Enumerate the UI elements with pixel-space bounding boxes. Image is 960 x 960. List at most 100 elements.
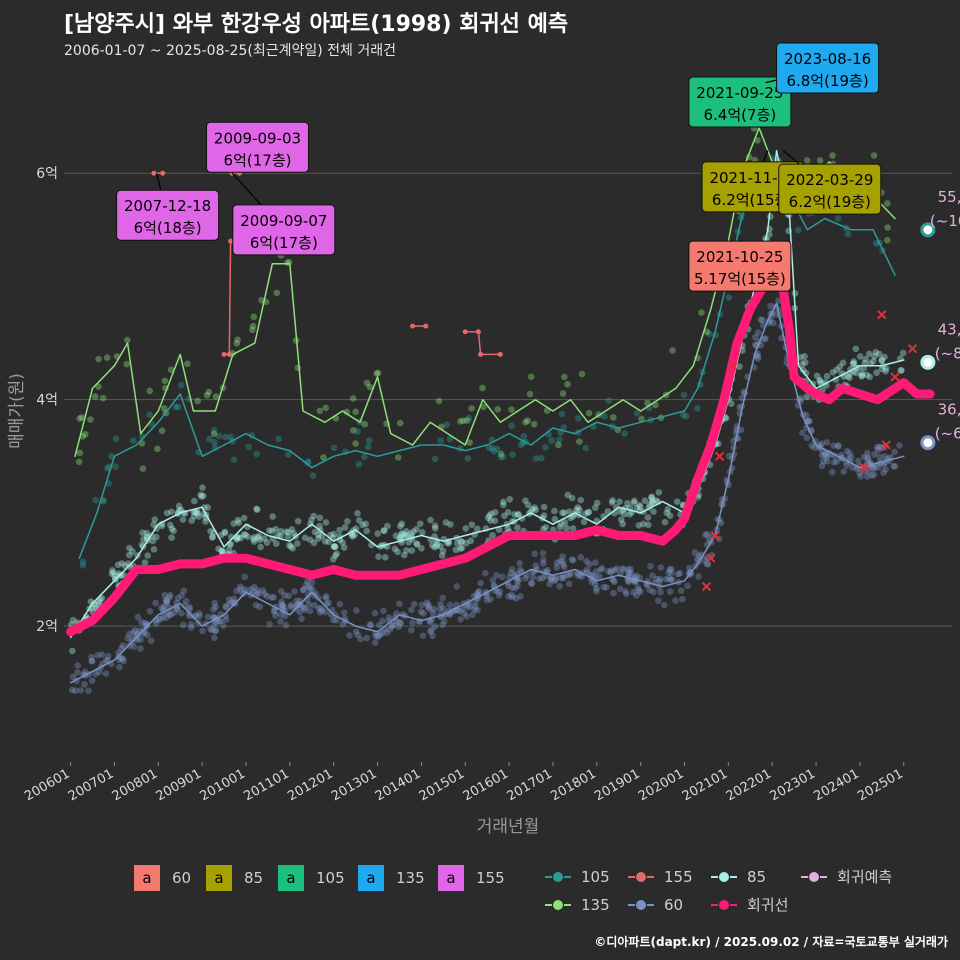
scatter-point-135	[249, 326, 256, 334]
scatter-point-85	[349, 531, 356, 539]
scatter-point-60	[315, 605, 322, 612]
scatter-point-85	[325, 538, 333, 546]
scatter-point-60	[610, 578, 618, 586]
scatter-point-60	[475, 588, 483, 595]
scatter-point-60	[295, 601, 302, 608]
scatter-point-60	[854, 457, 862, 465]
scatter-point-85	[301, 534, 309, 542]
scatter-point-85	[195, 513, 203, 520]
scatter-point-60	[656, 578, 663, 585]
x-tick-label: 201201	[285, 766, 335, 804]
scatter-point-60	[477, 579, 484, 587]
scatter-point-60	[282, 621, 290, 629]
scatter-point-60	[588, 578, 596, 585]
scatter-point-85	[381, 553, 389, 561]
scatter-point-60	[881, 453, 889, 460]
scatter-point-60	[685, 564, 693, 572]
forecast-layer: 55,000 (~105㎡) 43,290 (~85㎡) 36,225 (~60㎡)	[920, 188, 960, 451]
scatter-point-60	[241, 573, 248, 581]
scatter-point-85	[487, 517, 494, 524]
annotation-price: 5.17억(15층)	[694, 270, 786, 288]
scatter-point-85	[284, 533, 292, 541]
scatter-point-85	[398, 520, 406, 528]
scatter-point-60	[560, 574, 567, 582]
scatter-point-60	[222, 604, 230, 611]
scatter-point-85	[359, 521, 366, 529]
scatter-point-105	[679, 411, 687, 419]
scatter-point-85	[640, 520, 647, 528]
scatter-point-60	[610, 589, 617, 597]
scatter-point-85	[218, 547, 226, 555]
scatter-point-85	[285, 528, 292, 536]
scatter-point-60	[505, 593, 512, 600]
scatter-point-60	[868, 472, 875, 479]
scatter-point-85	[559, 509, 566, 517]
scatter-point-60	[410, 600, 418, 608]
scatter-point-60	[483, 596, 491, 604]
scatter-point-60	[418, 601, 426, 609]
scatter-point-85	[190, 508, 198, 516]
x-tick-label: 201801	[548, 766, 598, 804]
legend-line-label: 155	[664, 868, 693, 886]
legend-line-label: 회귀예측	[837, 868, 892, 886]
scatter-point-85	[194, 509, 201, 517]
scatter-point-60	[259, 587, 267, 594]
scatter-point-60	[512, 584, 519, 592]
scatter-point-60	[560, 561, 567, 568]
legend-area-key	[278, 865, 304, 891]
scatter-point-60	[647, 562, 654, 570]
scatter-point-85	[108, 570, 116, 578]
scatter-point-60	[860, 453, 868, 461]
scatter-point-85	[282, 528, 290, 536]
scatter-point-85	[168, 508, 175, 516]
scatter-point-60	[302, 581, 310, 589]
scatter-point-60	[686, 569, 693, 576]
footer-credit: ©디아파트(dapt.kr) / 2025.09.02 / 자료=국토교통부 실…	[594, 935, 948, 949]
scatter-point-60	[436, 605, 444, 613]
scatter-point-60	[636, 588, 644, 596]
legend-line-label: 105	[581, 868, 610, 886]
scatter-point-85	[242, 531, 249, 539]
scatter-point-60	[823, 439, 831, 446]
scatter-point-105	[92, 496, 99, 504]
scatter-point-60	[215, 618, 223, 625]
y-tick-label: 2억	[36, 619, 58, 635]
scatter-point-60	[616, 585, 624, 593]
scatter-point-60	[306, 586, 314, 593]
scatter-point-85	[418, 528, 426, 536]
scatter-point-105	[538, 454, 545, 462]
scatter-point-60	[254, 590, 262, 597]
annotation-box	[206, 121, 310, 173]
scatter-point-60	[618, 565, 626, 573]
scatter-point-60	[315, 594, 322, 602]
scatter-point-85	[429, 542, 436, 549]
scatter-point-60	[280, 603, 288, 611]
series-point-155	[151, 170, 157, 176]
forecast-area-label: (~85㎡)	[935, 344, 960, 362]
scatter-point-60	[293, 597, 301, 605]
scatter-point-60	[285, 592, 292, 600]
series-point-155	[228, 238, 234, 244]
scatter-point-135	[210, 430, 218, 438]
legend-area-key	[358, 865, 384, 891]
scatter-point-135	[524, 417, 531, 424]
scatter-point-60	[803, 434, 811, 442]
scatter-point-60	[167, 611, 174, 619]
scatter-point-60	[834, 443, 842, 450]
scatter-point-135	[564, 380, 571, 388]
scatter-point-105	[129, 437, 137, 444]
scatter-point-85	[433, 539, 441, 547]
legend-line-dot	[552, 899, 564, 911]
scatter-point-60	[463, 613, 470, 620]
cancelled-mark	[728, 361, 738, 371]
scatter-point-60	[481, 569, 489, 577]
scatter-point-135	[212, 393, 220, 400]
series-point-155	[497, 351, 503, 357]
scatter-point-60	[556, 582, 563, 590]
scatter-point-85	[531, 504, 538, 511]
scatter-point-60	[610, 576, 618, 584]
scatter-point-85	[288, 526, 296, 533]
scatter-point-85	[339, 539, 346, 546]
scatter-point-60	[822, 450, 829, 458]
scatter-point-60	[190, 613, 198, 620]
